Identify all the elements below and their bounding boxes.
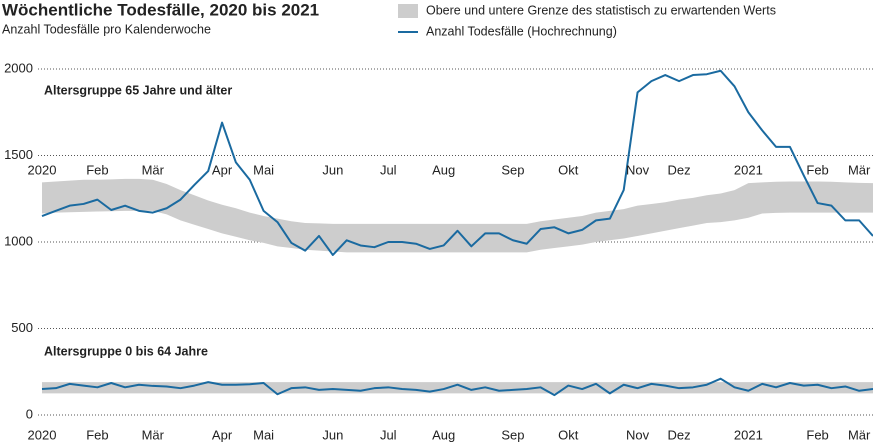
x-tick-label: Sep — [501, 162, 524, 177]
x-tick-label: Sep — [501, 427, 524, 442]
x-tick-label: Dez — [668, 162, 691, 177]
x-tick-label: Dez — [668, 427, 691, 442]
x-tick-label: Nov — [626, 162, 650, 177]
x-tick-label: 2020 — [28, 162, 57, 177]
x-tick-label: Mai — [253, 427, 274, 442]
chart-subtitle: Anzahl Todesfälle pro Kalenderwoche — [2, 22, 211, 36]
y-tick-label: 2000 — [4, 60, 33, 75]
x-tick-label: Mär — [142, 162, 165, 177]
legend-swatch — [398, 4, 418, 18]
chart-title: Wöchentliche Todesfälle, 2020 bis 2021 — [2, 0, 319, 19]
x-tick-label: Aug — [432, 162, 455, 177]
deaths-line — [41, 69, 873, 256]
x-tick-label: Feb — [806, 162, 828, 177]
x-tick-label: Apr — [212, 427, 233, 442]
x-tick-label: Feb — [806, 427, 828, 442]
group-label: Altersgruppe 0 bis 64 Jahre — [44, 344, 208, 358]
x-tick-label: Jul — [380, 427, 397, 442]
x-tick-label: Apr — [212, 162, 233, 177]
x-tick-label: Okt — [558, 427, 579, 442]
x-tick-label: Mär — [848, 162, 871, 177]
y-tick-label: 1500 — [4, 147, 33, 162]
x-tick-label: Mär — [848, 427, 871, 442]
x-tick-label: Nov — [626, 427, 650, 442]
x-tick-label: Jul — [380, 162, 397, 177]
legend-label: Obere und untere Grenze des statistisch … — [426, 3, 776, 17]
x-tick-label: 2021 — [734, 162, 763, 177]
x-tick-label: 2020 — [28, 427, 57, 442]
group-label: Altersgruppe 65 Jahre und älter — [44, 83, 232, 97]
y-tick-label: 1000 — [4, 233, 33, 248]
x-tick-label: Jun — [322, 162, 343, 177]
legend-label: Anzahl Todesfälle (Hochrechnung) — [426, 24, 617, 38]
x-tick-label: Mai — [253, 162, 274, 177]
x-tick-label: Aug — [432, 427, 455, 442]
x-tick-label: Feb — [86, 427, 108, 442]
deaths-line — [41, 377, 873, 397]
x-tick-label: Mär — [142, 427, 165, 442]
x-tick-label: Feb — [86, 162, 108, 177]
x-tick-label: Jun — [322, 427, 343, 442]
x-tick-label: 2021 — [734, 427, 763, 442]
y-tick-label: 0 — [26, 406, 33, 421]
x-tick-label: Okt — [558, 162, 579, 177]
y-tick-label: 500 — [11, 320, 33, 335]
expected-range — [42, 178, 873, 253]
